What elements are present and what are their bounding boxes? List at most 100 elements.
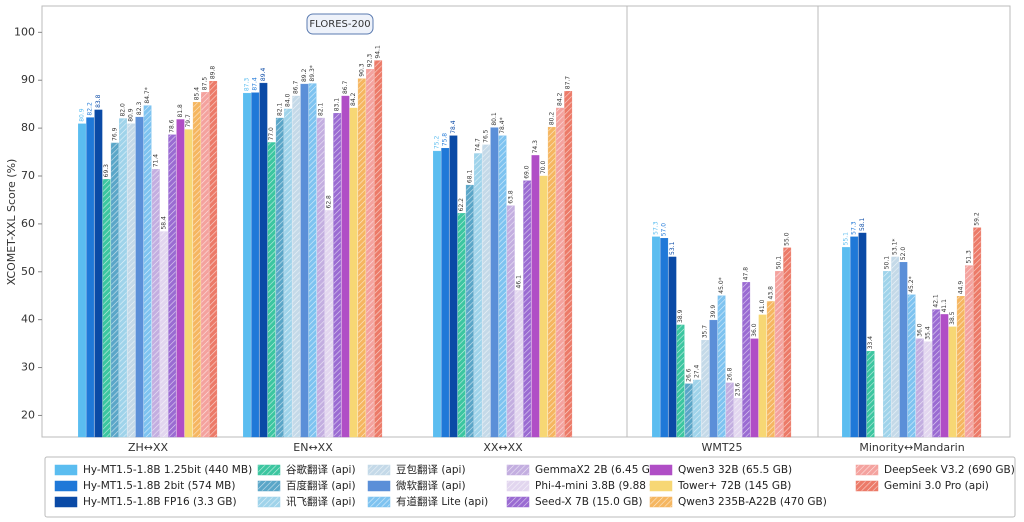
value-label: 52.0 [900,247,907,261]
bar [556,107,564,438]
value-label: 84.2 [350,92,357,106]
legend-label: Gemini 3.0 Pro (api) [884,480,989,492]
bar [531,155,540,438]
bar [766,301,775,438]
y-tick-label: 20 [21,408,35,421]
legend-label: 有道翻译 Lite (api) [396,495,488,508]
value-label: 39.9 [710,305,717,319]
bar [151,169,160,438]
value-label: 85.4 [193,87,200,101]
value-label: 74.3 [532,140,539,154]
value-label: 82.1 [276,103,283,117]
legend-swatch [855,464,879,476]
legend-swatch [506,480,530,492]
value-label: 68.1 [466,170,473,184]
bar [110,142,119,438]
y-tick-label: 70 [21,169,35,182]
value-label: 27.4 [694,364,701,378]
bar [940,314,949,438]
legend-swatch [649,480,673,492]
bar [284,108,292,438]
legend-label: 豆包翻译 (api) [396,463,466,476]
bar [209,80,218,438]
bar [965,265,973,438]
x-tick-label: Minority↔Mandarin [859,441,964,454]
value-label: 82.1 [317,103,324,117]
bar [539,175,548,438]
value-label: 26.6 [685,368,692,382]
bar [357,78,366,438]
bar [775,271,783,438]
bar [668,256,677,438]
bar [973,227,982,438]
value-label: 69.3 [103,164,110,178]
legend-swatch [367,464,391,476]
bar [858,232,867,438]
value-label: 89.2 [301,69,308,83]
legend-label: DeepSeek V3.2 (690 GB) [884,464,1015,476]
value-label: 87.7 [565,76,572,90]
value-label: 78.4 [450,120,457,134]
bar [441,148,450,438]
bar [184,129,193,438]
value-label: 50.1 [884,256,891,270]
bar [457,213,466,438]
bar [316,117,325,438]
bar [907,294,916,438]
bar [192,102,201,438]
legend-swatch [54,496,78,508]
bar [78,123,86,438]
bar [325,210,333,438]
bar [660,238,669,438]
value-label: 42.1 [933,294,940,308]
bar [652,236,660,438]
value-label: 83.1 [334,98,341,112]
value-label: 58.4 [161,216,168,230]
bar [366,69,374,438]
value-label: 82.3 [136,102,143,116]
value-label: 50.1 [776,256,783,270]
value-label: 86.7 [293,80,300,94]
bar [243,92,251,438]
value-label: 57.3 [851,221,858,235]
legend-label: Qwen3 235B-A22B (470 GB) [678,496,827,508]
legend-swatch [257,496,281,508]
value-label: 89.3* [309,65,316,81]
value-label: 92.3 [367,54,374,68]
value-label: 75.8 [442,133,449,147]
bar [932,309,941,438]
legend-swatch [257,480,281,492]
x-tick-label: EN↔XX [293,441,333,454]
value-label: 69.0 [524,165,531,179]
value-label: 78.6 [169,119,176,133]
value-label: 86.7 [342,80,349,94]
bar [201,91,209,438]
value-label: 87.3 [244,78,251,92]
value-label: 47.8 [743,267,750,281]
value-label: 84.2 [557,92,564,106]
bar [948,326,957,438]
value-label: 36.0 [916,323,923,337]
value-label: 80.2 [548,112,555,126]
x-tick-label: XX↔XX [483,441,523,454]
y-tick-label: 60 [21,217,35,230]
bar [333,113,342,438]
value-label: 80.9 [79,108,86,122]
value-label: 26.8 [726,367,733,381]
value-label: 82.0 [120,103,127,117]
bar [899,262,908,438]
y-tick-label: 50 [21,265,35,278]
value-label: 76.5 [483,129,490,143]
legend-label: 谷歌翻译 (api) [286,463,356,476]
value-label: 33.4 [867,336,874,350]
legend-label: Phi-4-mini 3.8B (9.88 GB) [535,480,669,492]
value-label: 81.8 [177,104,184,118]
bar [676,324,685,438]
legend-label: Seed-X 7B (15.0 GB) [535,496,643,508]
legend-label: 微软翻译 (api) [396,479,466,492]
bar [734,398,742,438]
value-label: 84.0 [285,93,292,107]
value-label: 94.1 [375,45,382,59]
value-label: 84.7* [144,87,151,103]
bar [275,117,284,438]
